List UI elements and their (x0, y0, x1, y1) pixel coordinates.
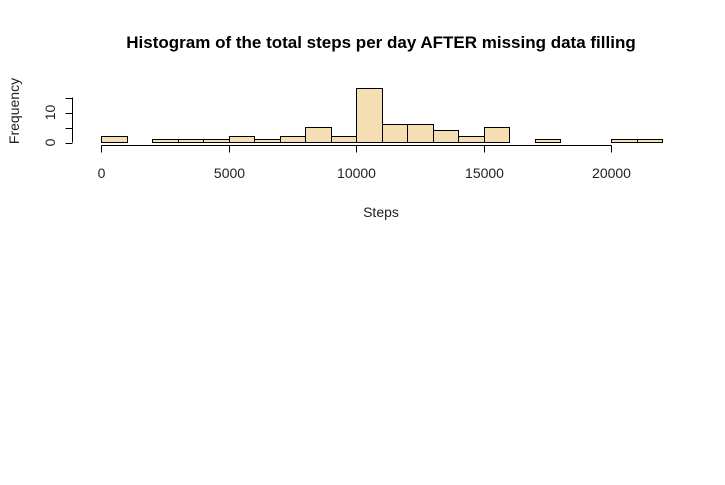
x-tick-label: 10000 (337, 165, 376, 181)
x-tick-label: 5000 (214, 165, 245, 181)
histogram-bar (407, 124, 434, 143)
histogram-bar (101, 136, 128, 143)
y-axis-label: Frequency (6, 78, 22, 144)
x-tick-label: 20000 (592, 165, 631, 181)
histogram-bar (382, 124, 408, 143)
y-axis: 0 10 (42, 97, 73, 146)
histogram-bar (280, 136, 306, 143)
histogram-bar (433, 130, 459, 143)
x-axis-label: Steps (363, 204, 399, 220)
histogram-bar (484, 127, 510, 143)
histogram-bar (356, 88, 383, 143)
histogram-bar (254, 139, 281, 143)
histogram-bar (611, 139, 638, 143)
histogram-bar (535, 139, 561, 143)
histogram-bar (637, 139, 663, 143)
histogram-bar (458, 136, 485, 143)
histogram-bar (331, 136, 357, 143)
chart-title: Histogram of the total steps per day AFT… (126, 33, 635, 52)
histogram-bars (101, 88, 663, 143)
plot-area: 0 5000 10000 15000 20000 0 10 (42, 88, 663, 181)
histogram-bar (152, 139, 179, 143)
x-axis: 0 5000 10000 15000 20000 (98, 145, 631, 181)
histogram-bar (178, 139, 204, 143)
x-tick-label: 0 (98, 165, 106, 181)
x-tick-label: 15000 (465, 165, 504, 181)
histogram-bar (229, 136, 255, 143)
y-tick-label: 0 (42, 138, 58, 146)
histogram-bar (203, 139, 230, 143)
y-tick-label: 10 (42, 105, 58, 121)
histogram-bar (305, 127, 332, 143)
